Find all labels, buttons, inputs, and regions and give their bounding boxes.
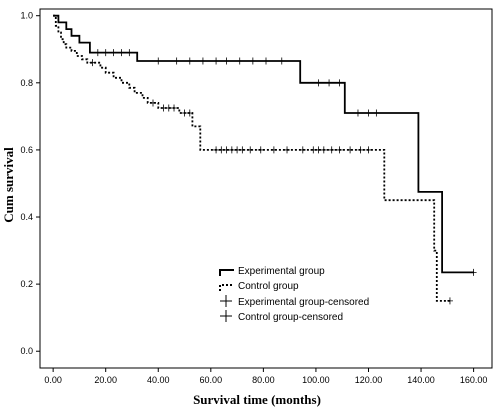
legend-experimental-label: Experimental group xyxy=(238,266,325,277)
x-tick-label: 60.00 xyxy=(200,375,223,385)
censor-mark-experimental xyxy=(373,109,380,117)
y-tick-label: 0.2 xyxy=(20,279,33,289)
y-tick-label: 0.6 xyxy=(20,145,33,155)
censor-mark-experimental xyxy=(365,109,372,117)
y-axis: 0.0 0.2 0.4 0.6 0.8 1.0 xyxy=(20,11,40,356)
y-axis-title: Cum survival xyxy=(1,147,16,223)
legend-experimental-censored-label: Experimental group-censored xyxy=(238,297,369,308)
legend-control-label: Control group xyxy=(238,281,299,292)
censor-mark-experimental xyxy=(336,79,343,87)
y-tick-label: 0.4 xyxy=(20,212,33,222)
censor-mark-control xyxy=(165,104,172,112)
censor-mark-control xyxy=(89,59,96,67)
legend-control-censored-icon xyxy=(220,310,232,322)
censor-mark-control xyxy=(228,146,235,154)
censor-mark-experimental xyxy=(249,57,256,65)
censor-mark-experimental xyxy=(186,57,193,65)
censor-mark-control xyxy=(320,146,327,154)
censor-mark-experimental xyxy=(326,79,333,87)
censor-mark-control xyxy=(257,146,264,154)
censor-mark-experimental xyxy=(470,268,477,276)
censor-mark-control xyxy=(446,297,453,305)
plot-frame xyxy=(39,8,493,369)
censor-mark-control xyxy=(299,146,306,154)
x-tick-label: 160.00 xyxy=(460,375,488,385)
censor-mark-control xyxy=(315,146,322,154)
series-experimental-line xyxy=(53,14,474,274)
censor-mark-control xyxy=(347,146,354,154)
censor-mark-experimental xyxy=(223,57,230,65)
censor-mark-experimental xyxy=(199,57,206,65)
x-tick-label: 140.00 xyxy=(407,375,435,385)
x-tick-label: 100.00 xyxy=(302,375,330,385)
censor-mark-control xyxy=(247,146,254,154)
censor-mark-control xyxy=(171,104,178,112)
y-tick-label: 0.0 xyxy=(20,346,33,356)
censor-mark-control xyxy=(186,109,193,117)
censor-mark-experimental xyxy=(102,49,109,57)
series-lines xyxy=(53,14,474,302)
censor-mark-experimental xyxy=(315,79,322,87)
x-tick-label: 80.00 xyxy=(252,375,275,385)
censor-mark-experimental xyxy=(155,57,162,65)
censor-mark-experimental xyxy=(94,49,101,57)
censor-marks xyxy=(89,49,477,305)
censor-mark-control xyxy=(239,146,246,154)
censor-mark-experimental xyxy=(354,109,361,117)
y-tick-label: 1.0 xyxy=(20,11,33,21)
x-tick-label: 20.00 xyxy=(94,375,117,385)
legend-experimental-censored-icon xyxy=(220,295,232,307)
plot-border xyxy=(39,8,493,369)
legend-control-censored-label: Control group-censored xyxy=(238,312,343,323)
legend-experimental-line-icon xyxy=(219,269,234,276)
censor-mark-experimental xyxy=(118,49,125,57)
censor-mark-control xyxy=(310,146,317,154)
censor-mark-control xyxy=(181,109,188,117)
x-axis: 0.00 20.00 40.00 60.00 80.00 100.00 120.00 140.… xyxy=(44,368,487,385)
y-tick-label: 0.8 xyxy=(20,78,33,88)
censor-mark-control xyxy=(284,146,291,154)
legend-control-line-icon xyxy=(219,284,234,291)
x-axis-title: Survival time (months) xyxy=(193,392,321,407)
censor-mark-experimental xyxy=(278,57,285,65)
censor-mark-control xyxy=(213,146,220,154)
censor-mark-experimental xyxy=(236,57,243,65)
x-tick-label: 40.00 xyxy=(147,375,170,385)
censor-mark-control xyxy=(160,104,167,112)
censor-mark-experimental xyxy=(126,49,133,57)
censor-mark-control xyxy=(357,146,364,154)
censor-mark-control xyxy=(328,146,335,154)
x-tick-label: 0.00 xyxy=(44,375,62,385)
censor-mark-experimental xyxy=(173,57,180,65)
censor-mark-control xyxy=(223,146,230,154)
censor-mark-control xyxy=(365,146,372,154)
legend: Experimental group Control group Experim… xyxy=(219,266,369,323)
censor-mark-experimental xyxy=(213,57,220,65)
censor-mark-control xyxy=(150,99,156,107)
x-tick-label: 120.00 xyxy=(355,375,383,385)
censor-mark-control xyxy=(336,146,343,154)
censor-mark-control xyxy=(234,146,241,154)
series-control-line xyxy=(53,14,450,302)
censor-mark-experimental xyxy=(263,57,269,65)
censor-mark-experimental xyxy=(110,49,117,57)
censor-mark-control xyxy=(270,146,277,154)
censor-mark-control xyxy=(218,146,225,154)
